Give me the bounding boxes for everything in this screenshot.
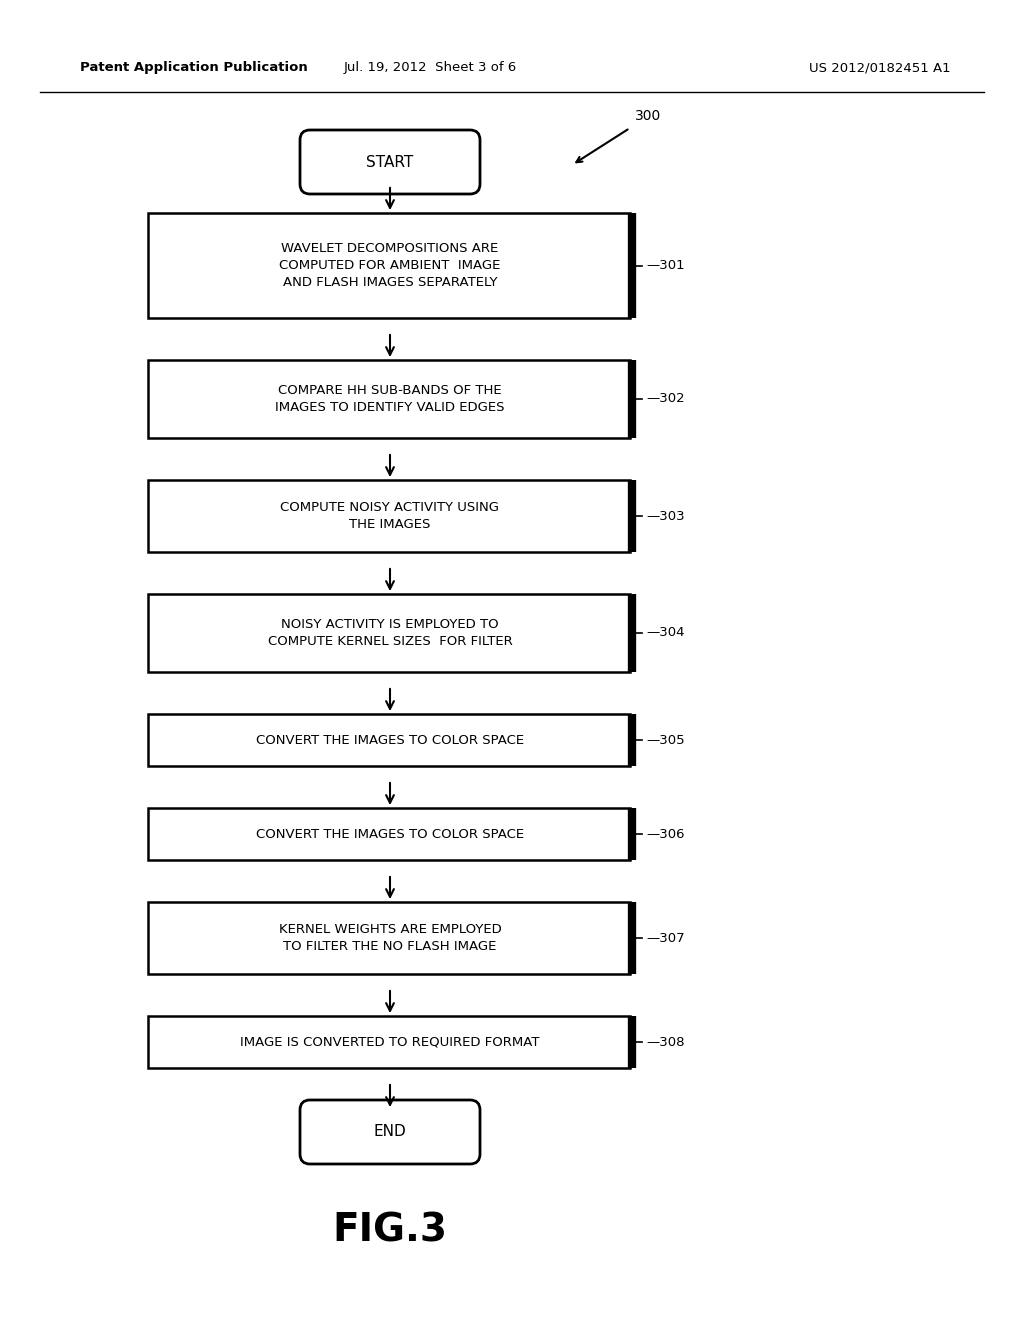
Text: —303: —303 (646, 510, 685, 523)
Text: IMAGE IS CONVERTED TO REQUIRED FORMAT: IMAGE IS CONVERTED TO REQUIRED FORMAT (241, 1035, 540, 1048)
Text: —302: —302 (646, 392, 685, 405)
FancyBboxPatch shape (148, 1016, 630, 1068)
Text: —304: —304 (646, 627, 684, 639)
Text: COMPUTE NOISY ACTIVITY USING
THE IMAGES: COMPUTE NOISY ACTIVITY USING THE IMAGES (281, 502, 500, 531)
Text: END: END (374, 1125, 407, 1139)
Text: START: START (367, 154, 414, 170)
Text: COMPARE HH SUB-BANDS OF THE
IMAGES TO IDENTIFY VALID EDGES: COMPARE HH SUB-BANDS OF THE IMAGES TO ID… (275, 384, 505, 414)
Text: KERNEL WEIGHTS ARE EMPLOYED
TO FILTER THE NO FLASH IMAGE: KERNEL WEIGHTS ARE EMPLOYED TO FILTER TH… (279, 923, 502, 953)
Text: NOISY ACTIVITY IS EMPLOYED TO
COMPUTE KERNEL SIZES  FOR FILTER: NOISY ACTIVITY IS EMPLOYED TO COMPUTE KE… (267, 618, 512, 648)
Text: FIG.3: FIG.3 (333, 1210, 447, 1249)
FancyBboxPatch shape (148, 594, 630, 672)
Text: CONVERT THE IMAGES TO COLOR SPACE: CONVERT THE IMAGES TO COLOR SPACE (256, 734, 524, 747)
Text: 300: 300 (635, 110, 662, 123)
Text: US 2012/0182451 A1: US 2012/0182451 A1 (809, 62, 951, 74)
FancyBboxPatch shape (148, 360, 630, 438)
Text: —307: —307 (646, 932, 685, 945)
FancyBboxPatch shape (148, 714, 630, 766)
Text: Patent Application Publication: Patent Application Publication (80, 62, 308, 74)
FancyBboxPatch shape (300, 129, 480, 194)
Text: —305: —305 (646, 734, 685, 747)
Text: —306: —306 (646, 828, 684, 841)
FancyBboxPatch shape (148, 808, 630, 861)
Text: Jul. 19, 2012  Sheet 3 of 6: Jul. 19, 2012 Sheet 3 of 6 (343, 62, 517, 74)
Text: CONVERT THE IMAGES TO COLOR SPACE: CONVERT THE IMAGES TO COLOR SPACE (256, 828, 524, 841)
FancyBboxPatch shape (148, 480, 630, 552)
Text: —301: —301 (646, 259, 685, 272)
Text: —308: —308 (646, 1035, 684, 1048)
FancyBboxPatch shape (148, 213, 630, 318)
Text: WAVELET DECOMPOSITIONS ARE
COMPUTED FOR AMBIENT  IMAGE
AND FLASH IMAGES SEPARATE: WAVELET DECOMPOSITIONS ARE COMPUTED FOR … (280, 242, 501, 289)
FancyBboxPatch shape (148, 902, 630, 974)
FancyBboxPatch shape (300, 1100, 480, 1164)
